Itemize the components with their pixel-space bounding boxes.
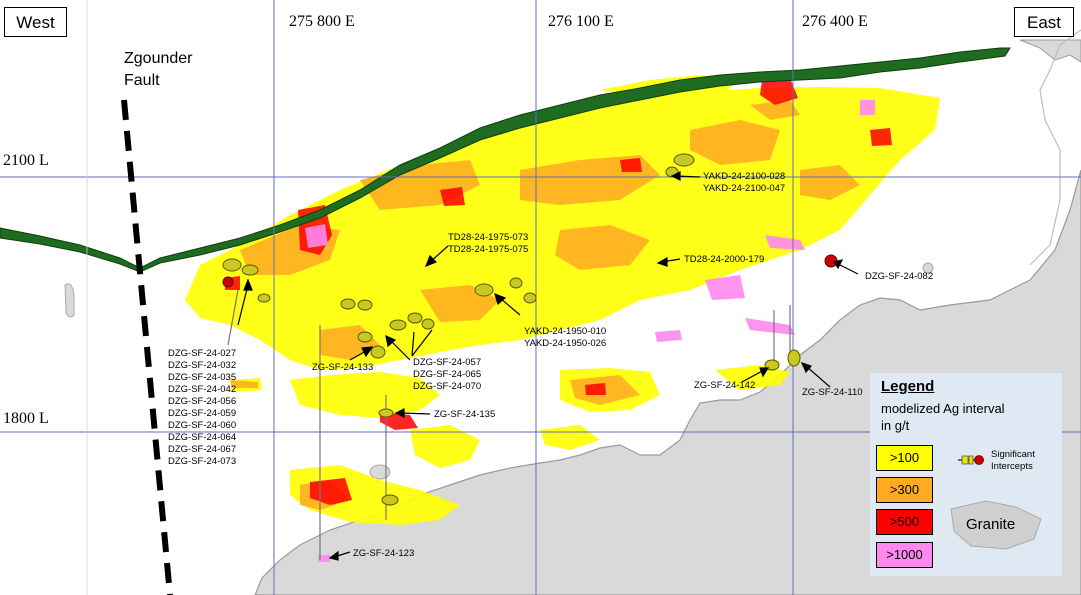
hole-label-zg-123: ZG-SF-24-123	[353, 548, 415, 559]
leader-arrows	[237, 171, 859, 561]
hole-group-dzg-a: DZG-SF-24-027 DZG-SF-24-032 DZG-SF-24-03…	[168, 348, 236, 468]
hole-label: DZG-SF-24-027	[168, 348, 237, 359]
legend-swatch-1000: >1000	[876, 542, 933, 568]
legend-subtitle-line1: modelized Ag interval	[881, 401, 1005, 416]
hole-label-zg-142: ZG-SF-24-142	[694, 380, 756, 391]
fault-label-line1: Zgounder	[124, 50, 193, 67]
hole-label: YAKD-24-1950-026	[524, 338, 607, 349]
hole-label: DZG-SF-24-070	[413, 381, 482, 392]
hole-label: DZG-SF-24-042	[168, 384, 237, 395]
granite-top-right	[1019, 39, 1081, 63]
legend-swatch-300: >300	[876, 477, 933, 503]
hole-label-zg-133: ZG-SF-24-133	[312, 362, 374, 373]
hole-label-zg-110: ZG-SF-24-110	[802, 387, 863, 398]
hole-label: TD28-24-1975-075	[448, 244, 529, 255]
legend-significant-label: Significant Intercepts	[991, 449, 1035, 473]
granite-blob-west	[64, 283, 75, 318]
east-label: East	[1014, 7, 1074, 37]
hole-label: DZG-SF-24-060	[168, 420, 237, 431]
fault-label: Zgounder Fault	[124, 48, 193, 92]
west-label: West	[4, 7, 67, 37]
fault-label-line2: Fault	[124, 72, 160, 89]
hole-label-td28-2000: TD28-24-2000-179	[684, 254, 765, 265]
zgounder-fault-line	[121, 99, 173, 595]
legend-title: Legend	[881, 378, 935, 395]
hole-label: DZG-SF-24-067	[168, 444, 237, 455]
intercept-markers	[222, 153, 838, 506]
hole-label: TD28-24-1975-073	[448, 232, 529, 243]
significant-intercept-icon	[958, 455, 984, 465]
granite-blob-east	[922, 262, 934, 274]
grade-zones-1000	[305, 100, 875, 562]
hole-group-yakd-2100: YAKD-24-2100-028 YAKD-24-2100-047	[703, 171, 785, 195]
legend-granite-label: Granite	[966, 516, 1016, 533]
legend-subtitle-line2: in g/t	[881, 418, 910, 433]
hole-label: YAKD-24-2100-028	[703, 171, 786, 182]
hole-label: YAKD-24-2100-047	[703, 183, 786, 194]
legend-swatch-100: >100	[876, 445, 933, 471]
hole-label: DZG-SF-24-035	[168, 372, 237, 383]
level-label-1800: 1800 L	[3, 410, 49, 427]
hole-label-zg-135: ZG-SF-24-135	[434, 409, 496, 420]
hole-label: DZG-SF-24-059	[168, 408, 237, 419]
hole-label-dzg-082: DZG-SF-24-082	[865, 271, 934, 282]
hole-label: DZG-SF-24-032	[168, 360, 237, 371]
hole-group-yakd-1950: YAKD-24-1950-010 YAKD-24-1950-026	[524, 326, 606, 350]
surface-band	[0, 47, 1011, 273]
easting-label-276100: 276 100 E	[548, 13, 614, 30]
easting-label-276400: 276 400 E	[802, 13, 868, 30]
legend-granite-swatch	[950, 500, 1042, 550]
level-label-2100: 2100 L	[3, 152, 49, 169]
hole-group-dzg-b: DZG-SF-24-057 DZG-SF-24-065 DZG-SF-24-07…	[413, 357, 481, 393]
hole-label: DZG-SF-24-065	[413, 369, 482, 380]
legend-significant-line1: Significant	[991, 449, 1035, 460]
legend-swatch-500: >500	[876, 509, 933, 535]
hole-label: DZG-SF-24-073	[168, 456, 237, 467]
hole-label: YAKD-24-1950-010	[524, 326, 607, 337]
legend-panel: Legend modelized Ag interval in g/t >100…	[870, 373, 1062, 576]
granite-outline-east	[1029, 29, 1081, 266]
hole-label: DZG-SF-24-056	[168, 396, 237, 407]
legend-subtitle: modelized Ag interval in g/t	[881, 400, 1021, 434]
hole-label: DZG-SF-24-064	[168, 432, 237, 443]
granite-blob-center	[369, 464, 391, 480]
easting-label-275800: 275 800 E	[289, 13, 355, 30]
hole-label: DZG-SF-24-057	[413, 357, 482, 368]
legend-significant-line2: Intercepts	[991, 461, 1033, 472]
hole-group-td28-1975: TD28-24-1975-073 TD28-24-1975-075	[448, 232, 528, 256]
